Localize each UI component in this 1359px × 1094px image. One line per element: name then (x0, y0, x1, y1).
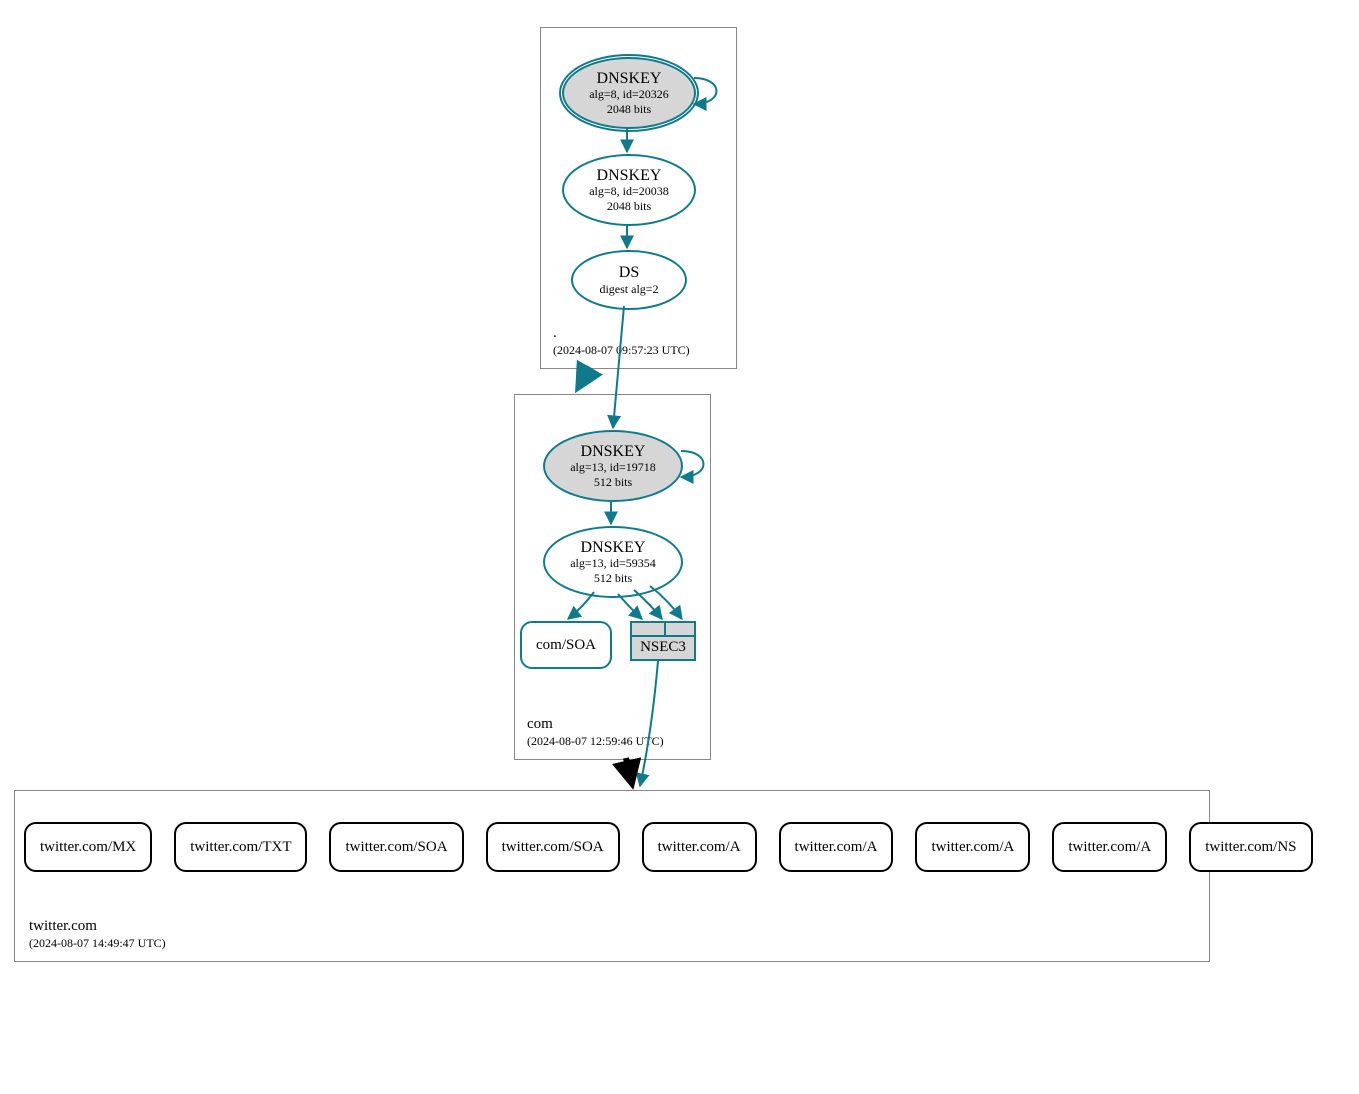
zone-twitter-label: twitter.com (29, 918, 97, 935)
node-title: DNSKEY (581, 539, 646, 557)
node-line1: alg=8, id=20326 (589, 87, 669, 101)
node-line1: digest alg=2 (599, 282, 658, 296)
node-line1: alg=13, id=19718 (570, 460, 656, 474)
edge-zone-root-com (578, 367, 590, 388)
zone-twitter: twitter.com (2024-08-07 14:49:47 UTC) (14, 790, 1210, 962)
node-line2: 2048 bits (607, 199, 651, 213)
node-line2: 512 bits (594, 475, 632, 489)
node-line2: 512 bits (594, 571, 632, 585)
zone-root-timestamp: (2024-08-07 09:57:23 UTC) (553, 343, 690, 358)
leaf-label: twitter.com/SOA (345, 839, 447, 856)
leaf-record: twitter.com/TXT (174, 822, 307, 872)
node-line2: 2048 bits (607, 102, 651, 116)
node-label: NSEC3 (640, 639, 686, 656)
leaf-label: twitter.com/A (795, 839, 878, 856)
leaf-record: twitter.com/SOA (486, 822, 620, 872)
node-line1: alg=13, id=59354 (570, 556, 656, 570)
leaf-label: twitter.com/A (931, 839, 1014, 856)
leaf-label: twitter.com/NS (1205, 839, 1296, 856)
node-title: DNSKEY (597, 167, 662, 185)
node-title: DNSKEY (581, 443, 646, 461)
leaf-record: twitter.com/NS (1189, 822, 1312, 872)
leaf-label: twitter.com/TXT (190, 839, 291, 856)
leaf-label: twitter.com/SOA (502, 839, 604, 856)
node-com-soa: com/SOA (520, 621, 612, 669)
zone-com-timestamp: (2024-08-07 12:59:46 UTC) (527, 734, 664, 749)
node-label: com/SOA (536, 637, 596, 654)
node-root-zsk: DNSKEY alg=8, id=20038 2048 bits (562, 154, 696, 226)
leaf-record: twitter.com/A (1052, 822, 1167, 872)
leaf-row: twitter.com/MX twitter.com/TXT twitter.c… (24, 822, 1198, 872)
node-root-ds: DS digest alg=2 (571, 250, 687, 310)
node-title: DNSKEY (597, 70, 662, 88)
node-title: DS (619, 264, 639, 282)
edge-zone-com-twitter (626, 758, 632, 784)
leaf-label: twitter.com/MX (40, 839, 136, 856)
node-line1: alg=8, id=20038 (589, 184, 669, 198)
zone-root-label: . (553, 325, 557, 342)
leaf-record: twitter.com/SOA (329, 822, 463, 872)
node-root-ksk: DNSKEY alg=8, id=20326 2048 bits (562, 57, 696, 129)
leaf-record: twitter.com/A (915, 822, 1030, 872)
node-com-ksk: DNSKEY alg=13, id=19718 512 bits (543, 430, 683, 502)
leaf-record: twitter.com/A (779, 822, 894, 872)
node-com-nsec3: NSEC3 (630, 621, 696, 661)
node-com-zsk: DNSKEY alg=13, id=59354 512 bits (543, 526, 683, 598)
zone-com-label: com (527, 716, 553, 733)
zone-twitter-timestamp: (2024-08-07 14:49:47 UTC) (29, 936, 166, 951)
leaf-record: twitter.com/MX (24, 822, 152, 872)
leaf-label: twitter.com/A (658, 839, 741, 856)
leaf-record: twitter.com/A (642, 822, 757, 872)
leaf-label: twitter.com/A (1068, 839, 1151, 856)
